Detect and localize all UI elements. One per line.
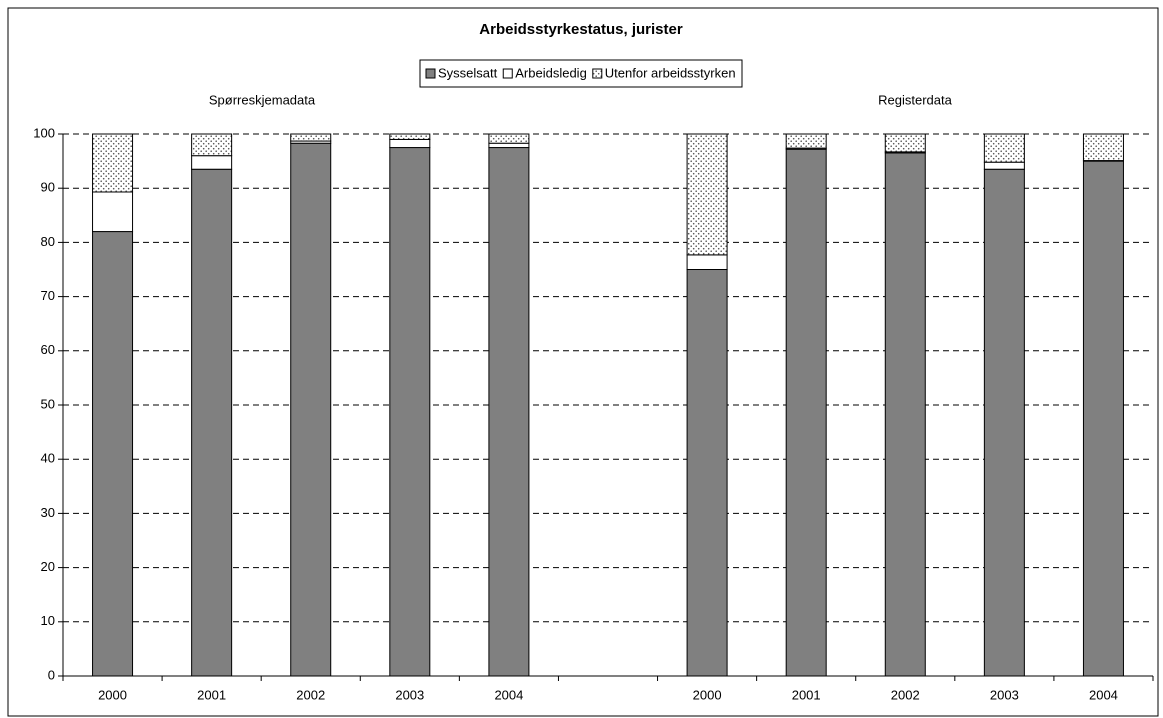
x-tick-label: 2003	[990, 687, 1019, 702]
bar-segment	[488, 142, 530, 149]
x-tick-label: 2002	[296, 687, 325, 702]
legend-swatch	[502, 68, 513, 79]
bar-segment	[290, 142, 332, 677]
y-tick-label: 70	[41, 288, 55, 303]
legend-label: Arbeidsledig	[515, 65, 587, 80]
bar-segment	[884, 133, 926, 153]
x-tick-label: 2004	[1089, 687, 1118, 702]
bar-segment	[488, 133, 530, 144]
y-tick-label: 80	[41, 234, 55, 249]
bar-segment	[191, 133, 233, 157]
group-label: Registerdata	[878, 92, 952, 107]
bar-segment	[884, 152, 926, 677]
bar-segment	[785, 148, 827, 677]
bar-segment	[686, 254, 728, 270]
bar-segment	[1082, 160, 1124, 677]
bar-segment	[191, 168, 233, 677]
y-tick-label: 50	[41, 396, 55, 411]
bar-segment	[389, 138, 431, 149]
x-tick-label: 2001	[792, 687, 821, 702]
bar-segment	[983, 133, 1025, 163]
x-tick-label: 2002	[891, 687, 920, 702]
x-tick-label: 2004	[494, 687, 523, 702]
bar-segment	[92, 133, 134, 193]
bar-segment	[983, 168, 1025, 677]
bar-segment	[686, 269, 728, 677]
y-tick-label: 40	[41, 451, 55, 466]
y-tick-label: 10	[41, 613, 55, 628]
bar-segment	[92, 231, 134, 677]
y-tick-label: 90	[41, 180, 55, 195]
bar-segment	[389, 133, 431, 140]
bar-segment	[785, 133, 827, 149]
x-tick-label: 2000	[693, 687, 722, 702]
group-label: Spørreskjemadata	[209, 92, 316, 107]
bar-segment	[983, 161, 1025, 170]
y-tick-label: 20	[41, 559, 55, 574]
legend-label: Sysselsatt	[438, 65, 498, 80]
x-tick-label: 2001	[197, 687, 226, 702]
y-tick-label: 0	[48, 667, 55, 682]
x-tick-label: 2000	[98, 687, 127, 702]
legend-swatch	[592, 68, 603, 79]
legend-swatch	[425, 68, 436, 79]
y-tick-label: 100	[33, 125, 55, 140]
bar-segment	[389, 147, 431, 677]
bar-segment	[488, 147, 530, 677]
bar-segment	[92, 191, 134, 233]
y-tick-label: 30	[41, 505, 55, 520]
y-tick-label: 60	[41, 342, 55, 357]
bar-segment	[686, 133, 728, 256]
legend-label: Utenfor arbeidsstyrken	[605, 65, 736, 80]
x-tick-label: 2003	[395, 687, 424, 702]
legend-box	[419, 59, 743, 88]
bar-segment	[191, 155, 233, 170]
bar-segment	[1082, 133, 1124, 162]
bar-segment	[290, 133, 332, 142]
chart-title: Arbeidsstyrkestatus, jurister	[479, 21, 683, 38]
